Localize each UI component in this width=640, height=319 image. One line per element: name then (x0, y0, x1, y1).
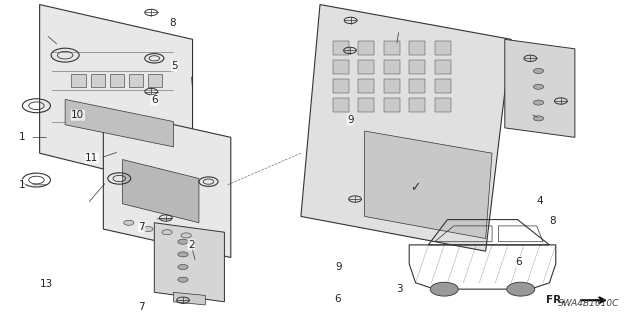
Text: SWA4B1610C: SWA4B1610C (558, 299, 620, 308)
Bar (358, 98, 374, 112)
Circle shape (124, 220, 134, 225)
Bar (109, 74, 124, 87)
Text: FR.: FR. (546, 295, 565, 305)
Circle shape (534, 100, 543, 105)
Bar (333, 98, 349, 112)
Polygon shape (173, 292, 205, 305)
Text: 6: 6 (515, 257, 522, 267)
Bar (358, 60, 374, 74)
Text: 7: 7 (138, 221, 145, 232)
Bar (384, 41, 399, 55)
Circle shape (178, 264, 188, 270)
Text: 10: 10 (71, 110, 84, 120)
Text: 6: 6 (151, 95, 157, 105)
Text: 7: 7 (138, 301, 145, 312)
Circle shape (534, 69, 543, 73)
Polygon shape (365, 131, 492, 239)
Bar (148, 74, 162, 87)
Circle shape (178, 277, 188, 282)
Bar (435, 79, 451, 93)
Bar (409, 98, 425, 112)
Circle shape (430, 282, 458, 296)
Text: ✓: ✓ (410, 181, 421, 194)
Circle shape (534, 84, 543, 89)
Text: 1: 1 (19, 180, 25, 190)
Bar (409, 60, 425, 74)
Text: 13: 13 (40, 279, 52, 289)
Bar (129, 74, 143, 87)
Bar (358, 41, 374, 55)
Bar (435, 41, 451, 55)
Polygon shape (65, 100, 173, 147)
Bar (333, 79, 349, 93)
Polygon shape (122, 160, 199, 223)
Bar (333, 41, 349, 55)
Polygon shape (103, 109, 231, 257)
Text: 8: 8 (549, 216, 556, 226)
Polygon shape (301, 4, 511, 251)
Bar (384, 79, 399, 93)
Polygon shape (505, 39, 575, 137)
Bar (91, 74, 104, 87)
Circle shape (534, 116, 543, 121)
Bar (435, 98, 451, 112)
Text: 9: 9 (336, 262, 342, 272)
Circle shape (178, 239, 188, 244)
Circle shape (162, 230, 172, 235)
Bar (358, 79, 374, 93)
Text: 5: 5 (172, 61, 178, 71)
Circle shape (507, 282, 535, 296)
Bar (384, 98, 399, 112)
Text: 4: 4 (536, 196, 543, 206)
Bar (333, 60, 349, 74)
Text: 1: 1 (19, 132, 25, 142)
Text: 3: 3 (396, 284, 403, 294)
Polygon shape (154, 223, 225, 302)
Bar (435, 60, 451, 74)
Circle shape (178, 252, 188, 257)
Polygon shape (40, 4, 193, 191)
Bar (72, 74, 86, 87)
Text: 2: 2 (188, 240, 195, 250)
Bar (409, 41, 425, 55)
Circle shape (143, 226, 153, 232)
Text: 6: 6 (335, 293, 341, 304)
Circle shape (181, 233, 191, 238)
Text: 8: 8 (169, 18, 175, 28)
Text: 9: 9 (348, 115, 354, 125)
Bar (409, 79, 425, 93)
Bar (384, 60, 399, 74)
Text: 11: 11 (85, 153, 99, 163)
